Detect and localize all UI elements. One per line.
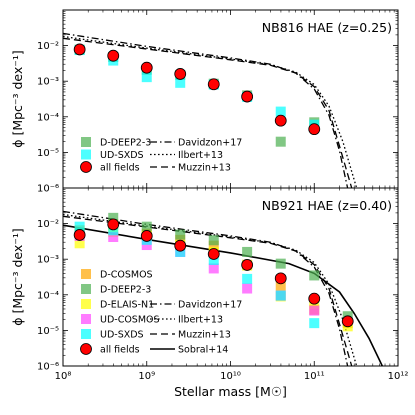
- series-line-muzzin-13: [63, 37, 353, 188]
- panel-title: NB921 HAE (z=0.40): [262, 198, 392, 213]
- data-point-all-fields: [73, 229, 86, 241]
- legend-label: D-ELAIS-N1: [100, 300, 154, 311]
- y-tick-label: 10⁻³: [37, 77, 59, 88]
- x-tick-label: 10¹²: [388, 371, 409, 382]
- legend-label: D-COSMOS: [100, 270, 153, 281]
- panel-title: NB816 HAE (z=0.25): [262, 20, 392, 35]
- data-point-d-deep2-3: [208, 235, 219, 246]
- data-point-ud-sxds: [175, 246, 186, 257]
- data-point-ud-sxds: [175, 77, 186, 88]
- legend-marker: [81, 299, 91, 309]
- series-line-muzzin-13: [63, 215, 353, 366]
- legend-label: Davidzon+17: [178, 138, 242, 149]
- data-point-all-fields: [207, 248, 220, 260]
- series-line-ilbert-13: [63, 213, 358, 366]
- legend-label: all fields: [100, 163, 140, 174]
- data-point-all-fields: [107, 218, 120, 231]
- y-tick-label: 10⁻⁶: [37, 362, 59, 373]
- legend-label: Ilbert+13: [178, 315, 223, 326]
- legend-marker: [81, 269, 91, 279]
- y-tick-label: 10⁻⁵: [37, 148, 59, 159]
- data-point-d-cosmos: [208, 240, 219, 251]
- data-point-ud-cosmos: [242, 283, 253, 294]
- data-point-ud-sxds: [242, 273, 253, 284]
- data-point-d-deep2-3: [175, 229, 186, 240]
- data-point-all-fields: [308, 123, 321, 136]
- data-point-ud-sxds: [275, 106, 286, 117]
- legend-label: D-DEEP2-3: [100, 285, 151, 296]
- data-point-all-fields: [73, 43, 86, 56]
- data-point-all-fields: [174, 239, 187, 252]
- data-point-ud-sxds: [275, 290, 286, 301]
- data-point-ud-sxds: [141, 72, 152, 83]
- legend-label: Ilbert+13: [178, 150, 223, 161]
- y-tick-label: 10⁻²: [37, 219, 59, 230]
- legend-label: UD-COSMOS: [100, 315, 160, 326]
- data-point-d-elais-n1: [74, 238, 85, 249]
- x-tick-label: 10⁹: [138, 371, 155, 382]
- data-point-all-fields: [140, 61, 153, 74]
- legend-label: Sobral+14: [178, 345, 228, 356]
- legend-label: all fields: [100, 345, 140, 356]
- data-point-all-fields: [341, 315, 354, 328]
- legend-label: Muzzin+13: [178, 163, 231, 174]
- legend-marker: [81, 314, 91, 324]
- data-point-all-fields: [308, 292, 321, 305]
- legend-marker: [81, 329, 91, 339]
- y-tick-label: 10⁻²: [37, 41, 59, 52]
- data-point-d-deep2-3: [141, 221, 152, 232]
- data-point-ud-cosmos: [208, 263, 219, 274]
- data-point-ud-cosmos: [141, 240, 152, 251]
- y-tick-label: 10⁻³: [37, 255, 59, 266]
- data-point-ud-cosmos: [309, 305, 320, 316]
- legend-marker: [81, 284, 91, 294]
- y-tick-label: 10⁻⁴: [37, 112, 59, 123]
- axes-frame-1: [62, 9, 399, 189]
- legend-marker: [80, 161, 92, 173]
- plot-area-1: [63, 32, 358, 188]
- data-point-d-deep2-3: [242, 246, 253, 257]
- data-point-all-fields: [174, 68, 187, 80]
- data-point-ud-sxds: [208, 254, 219, 265]
- legend-marker: [80, 343, 92, 355]
- data-point-d-deep2-3: [275, 258, 286, 269]
- data-point-all-fields: [207, 78, 220, 91]
- legend-label: Davidzon+17: [178, 300, 242, 311]
- plot-area-2: [63, 210, 384, 366]
- x-axis-label: Stellar mass [M☉]: [174, 384, 287, 399]
- data-point-d-deep2-3: [108, 212, 119, 223]
- legend-label: UD-SXDS: [100, 150, 144, 161]
- data-point-ud-sxds: [74, 221, 85, 232]
- data-point-all-fields: [241, 259, 254, 271]
- data-point-all-fields: [274, 272, 287, 285]
- legend-marker: [81, 137, 91, 147]
- legend-label: D-DEEP2-3: [100, 138, 151, 149]
- data-point-all-fields: [140, 230, 153, 242]
- legend-marker: [81, 149, 91, 160]
- data-point-ud-cosmos: [108, 232, 119, 243]
- x-tick-label: 10¹⁰: [220, 371, 241, 382]
- x-tick-label: 10¹¹: [304, 371, 325, 382]
- y-tick-label: 10⁻⁶: [37, 184, 59, 195]
- data-point-d-cosmos: [275, 280, 286, 291]
- data-point-ud-sxds: [309, 318, 320, 329]
- data-point-d-deep2-3: [275, 136, 286, 147]
- data-point-all-fields: [107, 49, 120, 62]
- data-point-all-fields: [241, 90, 254, 103]
- y-tick-label: 10⁻⁴: [37, 290, 59, 301]
- data-point-d-deep2-3: [309, 270, 320, 281]
- data-point-all-fields: [274, 114, 287, 127]
- series-line-ilbert-13: [63, 35, 358, 188]
- y-axis-label: ϕ [Mpc⁻³ dex⁻¹]: [10, 228, 25, 326]
- legend-label: Muzzin+13: [178, 330, 231, 341]
- x-tick-label: 10⁸: [55, 371, 72, 382]
- y-tick-label: 10⁻⁵: [37, 326, 59, 337]
- legend-label: UD-SXDS: [100, 330, 144, 341]
- y-axis-label: ϕ [Mpc⁻³ dex⁻¹]: [10, 50, 25, 148]
